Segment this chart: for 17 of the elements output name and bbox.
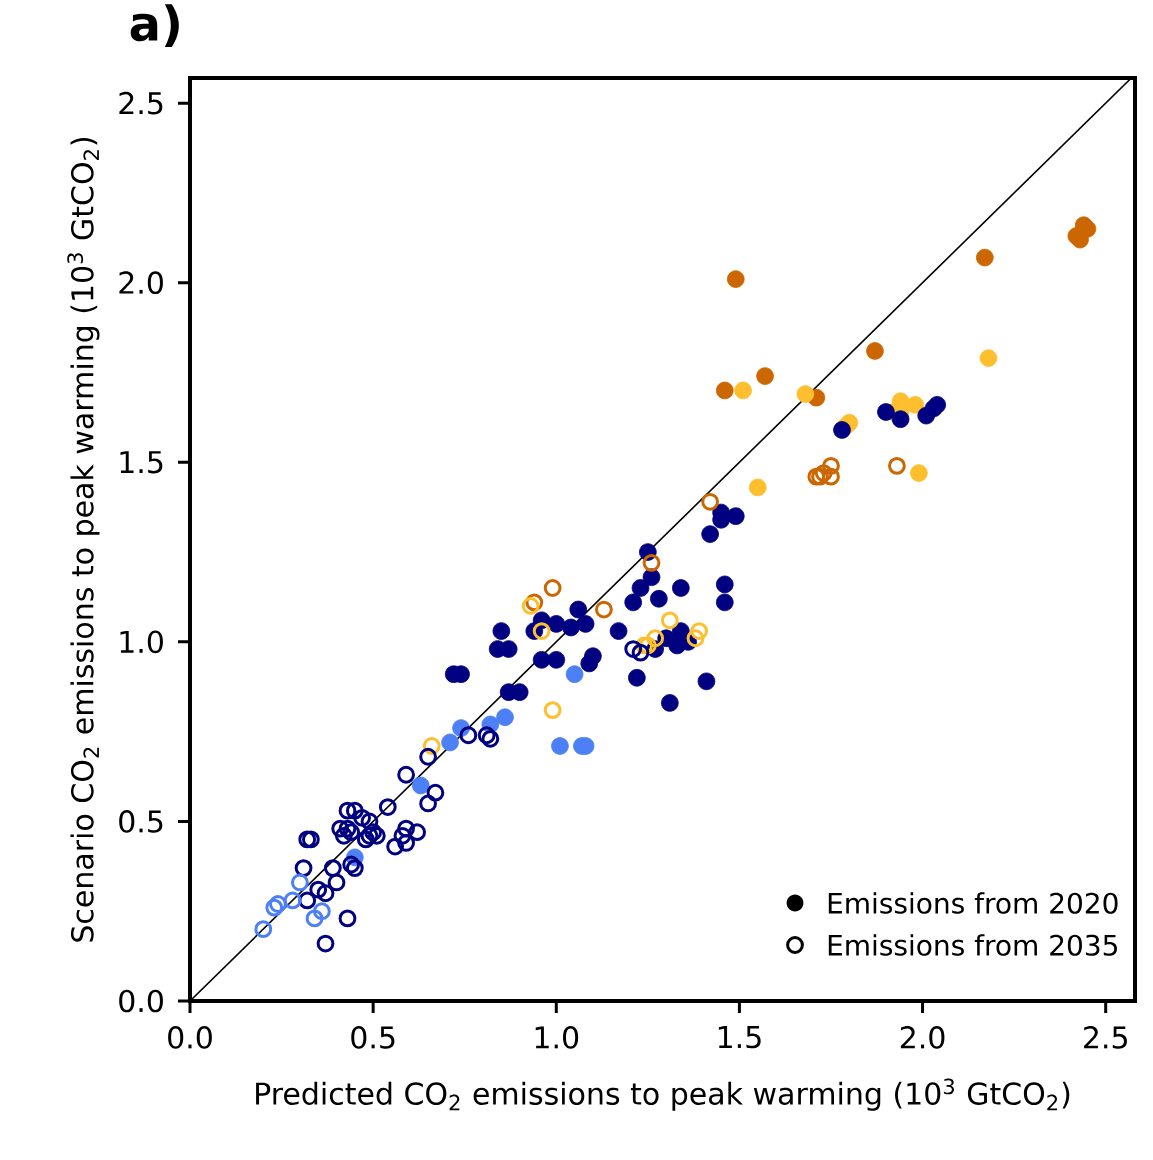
x-tick-label: 0.5 [351, 1026, 395, 1049]
y-tick-label: 2.0 [119, 271, 163, 295]
y-axis-title: Scenario CO$_{2}$ emissions to peak warming (10$^{3}$ GtCO$_{2}$) [67, 137, 100, 942]
y-tick-label: 2.5 [119, 91, 163, 115]
y-tick-label: 1.0 [120, 630, 163, 654]
x-tick-label: 2.0 [900, 1026, 945, 1049]
y-tick-label: 0.0 [119, 989, 163, 1013]
y-tick-label: 1.5 [120, 451, 163, 474]
x-axis-title: Predicted CO$_{2}$ emissions to peak warming (10$^{3}$ GtCO$_{2}$) [256, 1078, 1070, 1111]
y-tick-label: 0.5 [119, 810, 163, 833]
text: Emissions from 2035 [828, 934, 1117, 956]
text: Emissions from 2020 [828, 892, 1118, 914]
x-tick-label: 2.5 [1084, 1026, 1127, 1049]
chart-title: a) [130, 4, 179, 47]
x-tick-label: 1.5 [718, 1026, 761, 1049]
x-tick-label: 0.0 [168, 1026, 212, 1049]
x-tick-label: 1.0 [535, 1026, 579, 1049]
